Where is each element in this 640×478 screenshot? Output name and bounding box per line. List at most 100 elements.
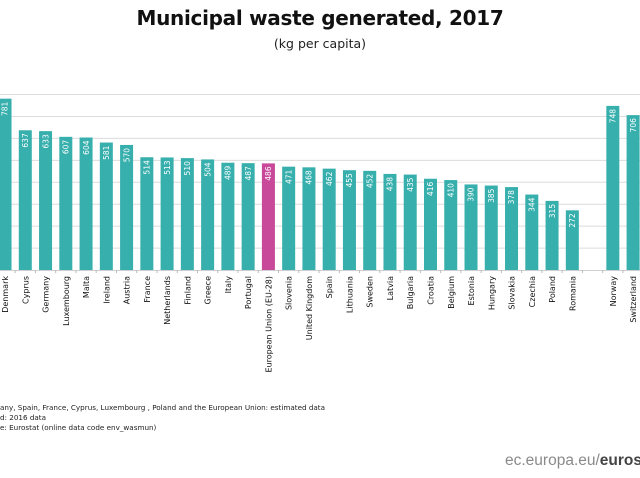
data-label: 385 xyxy=(487,188,496,203)
bar xyxy=(79,137,93,270)
category-label: Estonia xyxy=(467,276,476,306)
bar xyxy=(221,162,235,270)
brand-bold: eurostat xyxy=(599,452,640,469)
footnote-2016: d: 2016 data xyxy=(0,413,47,422)
category-label: Sweden xyxy=(366,276,375,308)
bar xyxy=(282,166,296,270)
data-label: 581 xyxy=(102,145,111,160)
category-label: Slovakia xyxy=(508,276,517,310)
bar xyxy=(0,98,12,270)
footnote-source: e: Eurostat (online data code env_wasmun… xyxy=(0,423,157,432)
category-label: Italy xyxy=(224,276,233,294)
category-label: Luxembourg xyxy=(62,276,71,326)
bar xyxy=(342,170,356,270)
data-label: 604 xyxy=(82,140,91,155)
bar xyxy=(383,173,397,270)
category-label: Lithuania xyxy=(345,276,354,313)
bar-chart: 781 637 633 607 604 581 570 514 513 510 504 489 487 4… xyxy=(0,94,640,373)
category-label: European Union (EU-28) xyxy=(264,276,273,373)
category-label: Switzerland xyxy=(629,276,638,323)
category-label: Austria xyxy=(123,276,132,304)
data-label: 272 xyxy=(568,213,577,228)
footnotes: any, Spain, France, Cyprus, Luxembourg ,… xyxy=(0,403,325,433)
bar xyxy=(606,105,620,270)
data-label: 633 xyxy=(41,134,50,149)
bar xyxy=(18,130,32,270)
bar xyxy=(626,115,640,270)
chart-title: Municipal waste generated, 2017 xyxy=(136,6,504,30)
category-label: Germany xyxy=(42,276,51,313)
bar xyxy=(241,163,255,270)
bar xyxy=(39,131,53,270)
chart-subtitle: (kg per capita) xyxy=(273,36,367,51)
data-label: 570 xyxy=(122,148,131,163)
category-label: Norway xyxy=(609,276,618,307)
data-label: 344 xyxy=(527,197,536,212)
category-label: Latvia xyxy=(386,276,395,300)
data-label: 462 xyxy=(325,171,334,186)
category-label: Portugal xyxy=(244,276,253,309)
gridlines xyxy=(0,94,640,249)
bar xyxy=(180,158,194,270)
data-label: 438 xyxy=(386,177,395,192)
data-label: 607 xyxy=(62,140,71,155)
bar xyxy=(120,144,134,270)
category-labels: Denmark Cyprus Germany Luxembourg Malta Irela… xyxy=(1,276,638,373)
data-label: 315 xyxy=(548,204,557,219)
category-label: Spain xyxy=(325,276,334,298)
eurostat-brand[interactable]: ec.europa.eu/eurostat xyxy=(505,452,640,470)
bars: 781 637 633 607 604 581 570 514 513 510 504 489 487 4… xyxy=(0,98,640,270)
bar xyxy=(261,163,275,270)
bar xyxy=(464,184,478,270)
bar xyxy=(59,136,73,270)
category-label: Malta xyxy=(82,276,91,298)
data-label: 486 xyxy=(264,166,273,181)
data-label: 510 xyxy=(183,161,192,176)
category-label: Greece xyxy=(204,276,213,305)
brand-prefix: ec.europa.eu/ xyxy=(505,452,600,469)
bar xyxy=(444,180,458,270)
footnote-estimated: any, Spain, France, Cyprus, Luxembourg ,… xyxy=(0,403,326,412)
category-label: Belgium xyxy=(447,276,456,309)
data-label: 452 xyxy=(365,174,374,189)
data-label: 514 xyxy=(143,160,152,175)
bar xyxy=(545,200,559,270)
bar xyxy=(565,210,579,270)
data-label: 489 xyxy=(224,166,233,181)
bar xyxy=(525,194,539,270)
category-label: Cyprus xyxy=(21,276,30,304)
category-label: Bulgaria xyxy=(406,276,415,309)
category-label: Finland xyxy=(183,276,192,305)
data-label: 504 xyxy=(203,162,212,177)
data-label: 748 xyxy=(609,109,618,124)
bar xyxy=(403,174,417,270)
data-label: 781 xyxy=(1,101,10,116)
bar xyxy=(160,157,174,270)
bar xyxy=(201,159,215,270)
data-label: 637 xyxy=(21,133,30,148)
data-label: 706 xyxy=(629,118,638,133)
bar xyxy=(505,187,519,270)
bar xyxy=(322,168,336,270)
category-label: Poland xyxy=(548,276,557,303)
data-label: 435 xyxy=(406,177,415,192)
bar xyxy=(99,142,113,270)
category-label: Ireland xyxy=(102,276,111,304)
data-label: 410 xyxy=(446,183,455,198)
bar xyxy=(423,178,437,270)
data-label: 468 xyxy=(305,170,314,185)
category-label: Slovenia xyxy=(285,276,294,310)
data-label: 378 xyxy=(507,190,516,205)
x-axis xyxy=(0,270,640,273)
category-label: Romania xyxy=(568,276,577,311)
data-label: 471 xyxy=(284,169,293,184)
data-label: 390 xyxy=(467,187,476,202)
category-label: Czechia xyxy=(528,276,537,307)
bar xyxy=(140,157,154,270)
bar xyxy=(302,167,316,270)
category-label: Hungary xyxy=(487,276,496,310)
category-label: Denmark xyxy=(1,276,10,313)
category-label: Croatia xyxy=(426,276,435,305)
category-label: France xyxy=(143,276,152,303)
category-label: United Kingdom xyxy=(305,276,314,340)
